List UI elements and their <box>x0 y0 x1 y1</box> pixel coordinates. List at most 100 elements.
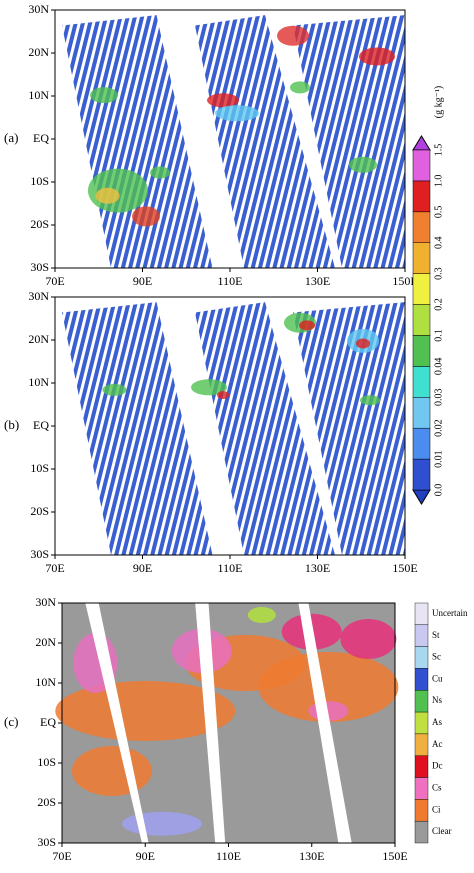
cloud-patch <box>71 746 152 796</box>
x-tick-label: 70E <box>52 849 71 863</box>
y-tick-label: 30N <box>28 2 49 16</box>
colorbar-label: 0.03 <box>433 389 444 407</box>
legend-label: Dc <box>432 761 443 771</box>
y-tick-label: 10N <box>28 88 49 102</box>
legend-swatch <box>414 733 429 756</box>
y-tick-label: 10N <box>35 675 56 689</box>
cloud-patch <box>150 166 170 179</box>
legend-label: Clear <box>432 826 452 836</box>
legend-swatch <box>414 602 429 626</box>
legend-label: Ac <box>432 739 443 749</box>
satellite-swath <box>62 302 213 555</box>
legend-swatch <box>414 755 429 778</box>
colorbar-segment <box>412 211 431 243</box>
x-tick-label: 90E <box>133 561 152 575</box>
data-gap <box>298 603 352 843</box>
x-tick-label: 130E <box>299 849 324 863</box>
cloud-patch <box>277 25 309 46</box>
colorbar-segment <box>412 366 431 398</box>
colorbar-label: 0.01 <box>433 450 444 468</box>
y-tick-label: 20N <box>28 332 49 346</box>
cloud-patch <box>191 379 227 396</box>
colorbar-segment <box>412 335 431 367</box>
satellite-swath <box>195 15 335 268</box>
colorbar-label: 1.5 <box>433 144 444 157</box>
cloud-patch <box>247 607 276 623</box>
y-tick-label: 20N <box>28 45 49 59</box>
colorbar-label: 0.4 <box>433 236 444 249</box>
y-tick-label: 10S <box>30 461 49 475</box>
colorbar-label: 0.02 <box>433 419 444 437</box>
colorbar-label: 0.0 <box>433 484 444 497</box>
satellite-swath <box>293 15 405 268</box>
x-tick-label: 70E <box>45 561 64 575</box>
x-tick-label: 150E <box>392 274 417 288</box>
legend-swatch <box>414 777 429 800</box>
x-tick-label: 130E <box>305 561 330 575</box>
cloud-patch <box>290 81 310 94</box>
colorbar-label: 0.2 <box>433 298 444 311</box>
legend-label: Cu <box>432 673 443 683</box>
satellite-swath <box>195 302 335 555</box>
y-tick-label: 30S <box>30 547 49 561</box>
x-tick-label: 130E <box>305 274 330 288</box>
x-tick-label: 90E <box>133 274 152 288</box>
colorbar-segment <box>412 458 431 491</box>
legend-swatch <box>414 690 429 713</box>
colorbar-label: 0.5 <box>433 206 444 219</box>
legend-label: St <box>432 630 440 640</box>
y-tick-label: 30S <box>37 835 56 849</box>
y-tick-label: 20S <box>37 795 56 809</box>
legend-swatch <box>414 668 429 691</box>
colorbar-segment <box>412 242 431 274</box>
cloud-patch <box>215 105 259 122</box>
cloud-patch <box>55 681 236 741</box>
legend-label: Uncertain <box>432 608 468 618</box>
cloud-patch <box>356 338 370 349</box>
x-tick-label: 150E <box>382 849 407 863</box>
satellite-swath <box>293 302 405 555</box>
cloud-patch <box>95 187 120 204</box>
legend-label: Ns <box>432 695 442 705</box>
x-tick-label: 90E <box>136 849 155 863</box>
x-tick-label: 70E <box>45 274 64 288</box>
y-tick-label: 10N <box>28 375 49 389</box>
legend-swatch <box>414 711 429 735</box>
legend-swatch <box>414 799 429 822</box>
cloud-patch <box>299 320 315 331</box>
legend-swatch <box>414 820 429 844</box>
colorbar-label: 0.3 <box>433 267 444 280</box>
y-tick-label: 20S <box>30 217 49 231</box>
colorbar-unit: (g kg⁻¹) <box>433 86 444 118</box>
colorbar-label: 1.0 <box>433 175 444 188</box>
cloud-patch <box>360 395 380 406</box>
colorbar: 0.0 0.01 0.02 0.03 0.04 0.1 0.2 0.3 0.4 0.5 1.0 1.5… <box>412 86 444 505</box>
legend-label: Ci <box>432 804 441 814</box>
y-tick-label: 10S <box>30 174 49 188</box>
y-tick-label: EQ <box>33 418 49 432</box>
colorbar-segment <box>412 180 431 213</box>
y-tick-label: EQ <box>33 131 49 145</box>
x-tick-label: 150E <box>392 561 417 575</box>
data-gap <box>85 603 149 843</box>
colorbar-segment <box>412 304 431 336</box>
colorbar-label: 0.1 <box>433 329 444 342</box>
y-tick-label: 30N <box>28 289 49 303</box>
colorbar-segment <box>412 397 431 429</box>
legend-swatch <box>414 624 429 647</box>
cloud-patch <box>359 47 395 66</box>
y-tick-label: 20S <box>30 504 49 518</box>
colorbar-segment <box>412 149 431 182</box>
legend-swatch <box>414 646 429 669</box>
cloud-type-legend: Uncertain St Sc Cu Ns As Ac Dc Cs Ci Clear <box>414 602 468 844</box>
y-tick-label: 30S <box>30 260 49 274</box>
x-tick-label: 110E <box>218 561 243 575</box>
legend-label: Cs <box>432 783 442 793</box>
x-tick-label: 110E <box>216 849 241 863</box>
cloud-patch <box>340 619 397 659</box>
y-tick-label: 20N <box>35 635 56 649</box>
